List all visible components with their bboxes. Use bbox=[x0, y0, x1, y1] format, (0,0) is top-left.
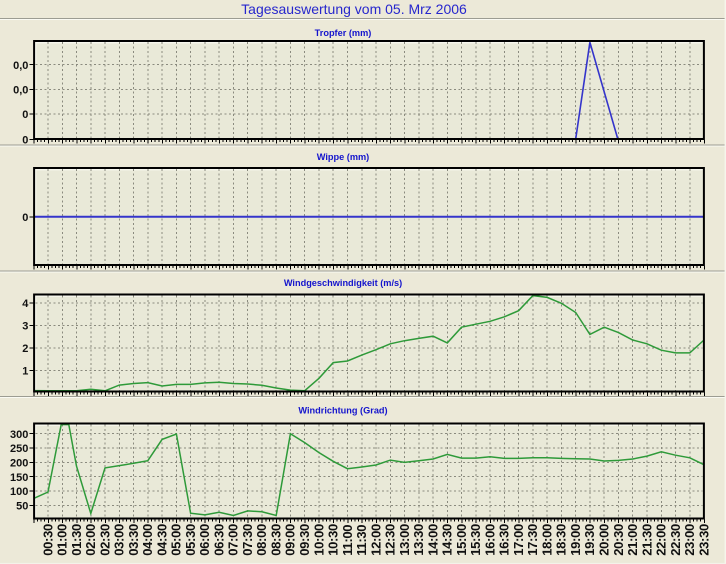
svg-text:13:30: 13:30 bbox=[411, 524, 426, 556]
svg-text:03:30: 03:30 bbox=[126, 524, 141, 556]
svg-text:08:30: 08:30 bbox=[269, 524, 284, 556]
svg-text:2: 2 bbox=[22, 343, 28, 355]
svg-text:21:30: 21:30 bbox=[639, 524, 654, 556]
svg-text:03:00: 03:00 bbox=[112, 524, 127, 556]
svg-text:00:30: 00:30 bbox=[40, 524, 55, 556]
svg-text:15:00: 15:00 bbox=[454, 524, 469, 556]
svg-text:1: 1 bbox=[22, 366, 28, 378]
svg-text:14:30: 14:30 bbox=[440, 524, 455, 556]
svg-text:18:30: 18:30 bbox=[554, 524, 569, 556]
svg-text:05:30: 05:30 bbox=[183, 524, 198, 556]
svg-text:23:30: 23:30 bbox=[696, 524, 711, 556]
svg-text:11:30: 11:30 bbox=[354, 525, 369, 556]
svg-text:0: 0 bbox=[22, 109, 28, 121]
svg-text:16:00: 16:00 bbox=[482, 524, 497, 556]
svg-text:3: 3 bbox=[22, 320, 28, 332]
svg-text:Wippe (mm): Wippe (mm) bbox=[317, 152, 370, 162]
svg-text:0: 0 bbox=[22, 134, 28, 146]
svg-text:14:00: 14:00 bbox=[425, 524, 440, 556]
svg-text:02:00: 02:00 bbox=[83, 524, 98, 556]
svg-text:21:00: 21:00 bbox=[625, 524, 640, 556]
svg-text:22:30: 22:30 bbox=[668, 524, 683, 556]
svg-text:02:30: 02:30 bbox=[97, 524, 112, 556]
svg-text:11:00: 11:00 bbox=[340, 525, 355, 556]
svg-text:0,0: 0,0 bbox=[13, 85, 28, 97]
svg-text:19:00: 19:00 bbox=[568, 524, 583, 556]
svg-text:200: 200 bbox=[10, 458, 28, 470]
svg-text:01:00: 01:00 bbox=[55, 524, 70, 556]
svg-text:12:00: 12:00 bbox=[368, 524, 383, 556]
svg-text:07:30: 07:30 bbox=[240, 524, 255, 556]
svg-text:15:30: 15:30 bbox=[468, 524, 483, 556]
svg-text:20:00: 20:00 bbox=[597, 524, 612, 556]
svg-text:08:00: 08:00 bbox=[254, 524, 269, 556]
svg-text:19:30: 19:30 bbox=[582, 524, 597, 556]
svg-text:10:00: 10:00 bbox=[311, 524, 326, 556]
svg-text:250: 250 bbox=[10, 443, 28, 455]
svg-text:Windrichtung (Grad): Windrichtung (Grad) bbox=[298, 405, 387, 415]
svg-text:300: 300 bbox=[10, 429, 28, 441]
svg-text:06:30: 06:30 bbox=[211, 524, 226, 556]
svg-text:Tagesauswertung vom 05. Mrz 20: Tagesauswertung vom 05. Mrz 2006 bbox=[241, 1, 467, 17]
svg-text:Windgeschwindigkeit (m/s): Windgeschwindigkeit (m/s) bbox=[284, 278, 402, 288]
svg-text:05:00: 05:00 bbox=[169, 524, 184, 556]
svg-text:100: 100 bbox=[10, 486, 28, 498]
svg-text:12:30: 12:30 bbox=[383, 524, 398, 556]
svg-text:50: 50 bbox=[16, 501, 28, 513]
svg-text:20:30: 20:30 bbox=[611, 524, 626, 556]
svg-text:06:00: 06:00 bbox=[197, 524, 212, 556]
svg-text:23:00: 23:00 bbox=[682, 524, 697, 556]
svg-text:04:00: 04:00 bbox=[140, 524, 155, 556]
svg-text:16:30: 16:30 bbox=[497, 524, 512, 556]
svg-text:13:00: 13:00 bbox=[397, 524, 412, 556]
svg-text:150: 150 bbox=[10, 472, 28, 484]
svg-text:17:00: 17:00 bbox=[511, 524, 526, 556]
svg-text:4: 4 bbox=[22, 298, 29, 310]
svg-text:Tropfer (mm): Tropfer (mm) bbox=[315, 28, 372, 38]
svg-text:04:30: 04:30 bbox=[154, 524, 169, 556]
svg-text:18:00: 18:00 bbox=[540, 524, 555, 556]
svg-text:07:00: 07:00 bbox=[226, 524, 241, 556]
svg-text:09:00: 09:00 bbox=[283, 524, 298, 556]
svg-text:0,0: 0,0 bbox=[13, 60, 28, 72]
svg-text:17:30: 17:30 bbox=[525, 524, 540, 556]
svg-text:0: 0 bbox=[22, 212, 28, 224]
svg-text:01:30: 01:30 bbox=[69, 524, 84, 556]
svg-text:22:00: 22:00 bbox=[654, 524, 669, 556]
svg-text:09:30: 09:30 bbox=[297, 524, 312, 556]
svg-text:10:30: 10:30 bbox=[326, 524, 341, 556]
